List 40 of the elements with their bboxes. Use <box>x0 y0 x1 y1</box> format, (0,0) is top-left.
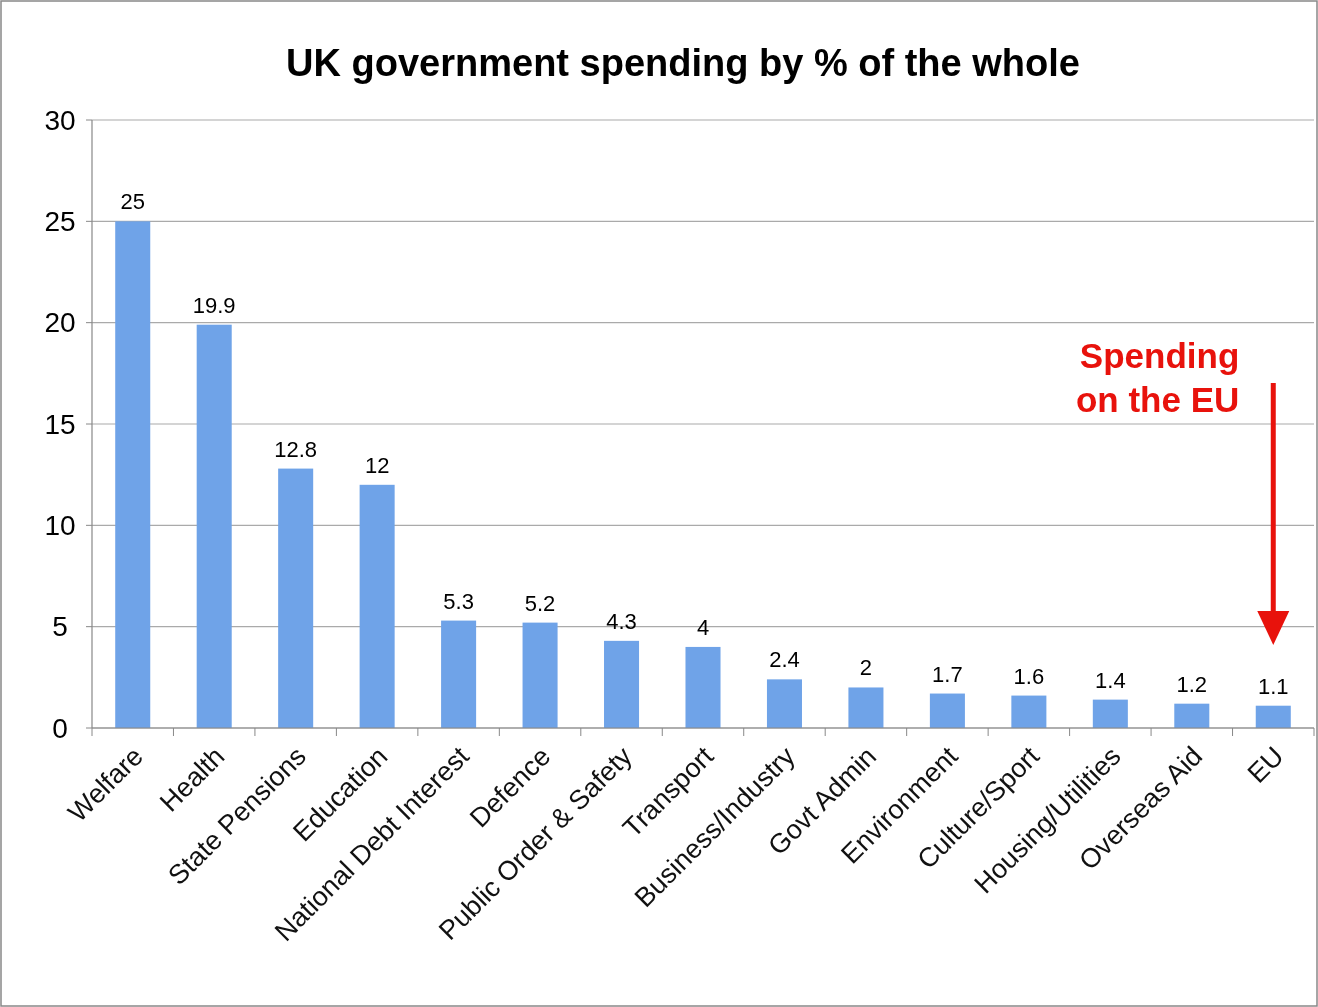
data-label: 1.1 <box>1257 673 1289 699</box>
data-label: 25 <box>120 189 145 215</box>
data-label: 1.4 <box>1095 667 1126 693</box>
x-tick-label: EU <box>1241 741 1290 789</box>
data-label: 2 <box>859 655 873 681</box>
data-label: 1.6 <box>1013 663 1045 689</box>
y-tick-label: 5 <box>52 611 68 643</box>
data-label: 5.2 <box>524 590 556 616</box>
y-tick-label: 20 <box>44 307 76 339</box>
bar <box>359 484 395 728</box>
y-tick-label: 30 <box>44 104 76 136</box>
bar <box>685 646 721 728</box>
y-tick-label: 25 <box>44 206 76 238</box>
bar <box>278 468 314 728</box>
y-tick-label: 15 <box>44 408 76 440</box>
bar <box>766 679 802 728</box>
data-label: 4 <box>696 614 710 640</box>
bar <box>1255 705 1291 728</box>
bar <box>522 622 558 728</box>
data-label: 1.7 <box>932 661 963 687</box>
data-label: 4.3 <box>606 608 637 634</box>
bar <box>1092 699 1128 728</box>
data-label: 5.3 <box>443 588 474 614</box>
data-label: 19.9 <box>192 292 236 318</box>
y-tick-label: 10 <box>44 510 76 542</box>
bar <box>929 693 965 728</box>
bar <box>196 324 232 728</box>
y-tick-label: 0 <box>52 712 68 744</box>
data-label: 12 <box>364 452 390 478</box>
data-label: 12.8 <box>274 436 318 462</box>
data-label: 1.2 <box>1176 671 1208 697</box>
bar <box>1011 695 1047 728</box>
bar <box>441 620 477 728</box>
bar <box>115 221 151 728</box>
bar <box>848 687 884 728</box>
annotation: Spending on the EU <box>1075 336 1240 419</box>
chart-title: UK government spending by % of the whole <box>286 42 1080 84</box>
bar <box>1174 703 1210 728</box>
bar <box>604 640 640 728</box>
data-label: 2.4 <box>769 647 800 673</box>
